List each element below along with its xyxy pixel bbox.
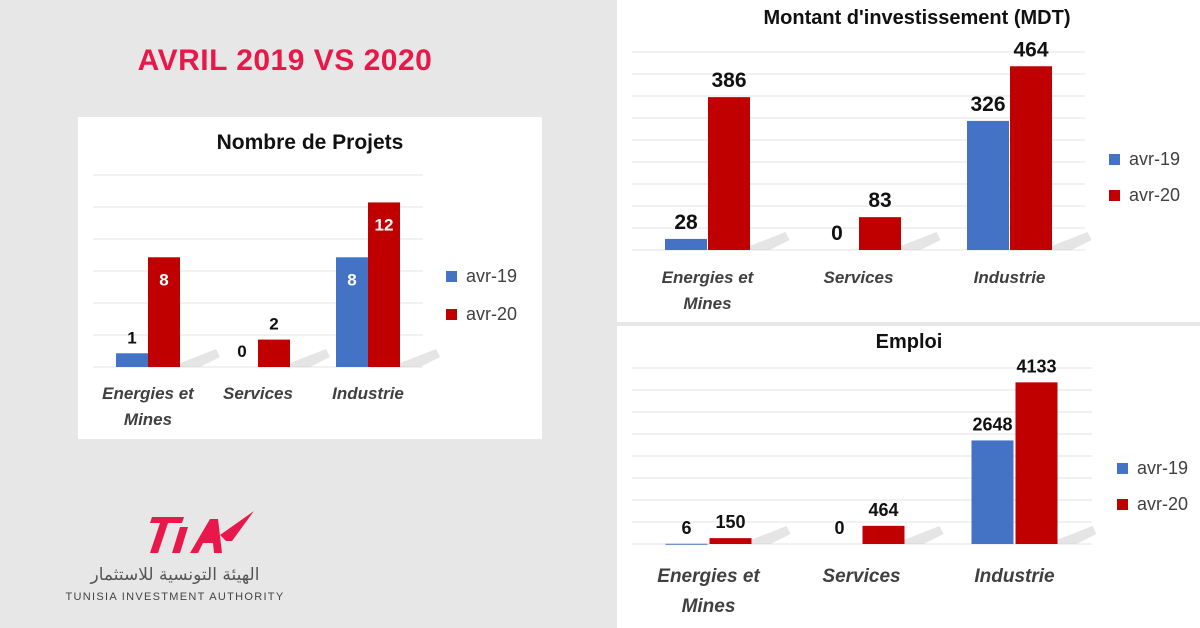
- category-label-line: Energies et: [102, 384, 195, 403]
- logo-arabic-name: الهيئة التونسية للاستثمار: [90, 565, 260, 585]
- chart-panel-investissement: Montant d'investissement (MDT) 28 386 Energ…: [617, 0, 1200, 322]
- bar-shadow: [1046, 526, 1097, 544]
- bar-shadow: [740, 526, 791, 544]
- chart-title: Nombre de Projets: [217, 131, 404, 154]
- data-label: 8: [159, 270, 168, 289]
- category-label: Services: [824, 268, 894, 287]
- legend-label: avr-19: [466, 266, 517, 286]
- bar-avr-19: [665, 238, 707, 250]
- data-label: 83: [868, 189, 891, 212]
- data-label: 150: [715, 512, 745, 532]
- chart-projets: Nombre de Projets 1 8 Energies et Mines 0 2 Ser…: [93, 131, 517, 429]
- page-title: AVRIL 2019 VS 2020: [137, 44, 433, 77]
- bar-shadow: [739, 232, 790, 250]
- legend-swatch-avr-19: [1109, 154, 1120, 165]
- chart-title: Montant d'investissement (MDT): [764, 7, 1071, 29]
- chart-panel-emploi: Emploi 6 150 Energies et Mines 0 464 Services 26…: [617, 326, 1200, 628]
- category-label: Industrie: [974, 268, 1046, 287]
- category-label: Services: [822, 566, 900, 587]
- legend-label: avr-20: [1137, 494, 1188, 514]
- data-label: 8: [347, 270, 356, 289]
- data-label: 12: [375, 215, 394, 234]
- data-label: 0: [237, 342, 246, 361]
- data-label: 326: [970, 93, 1005, 116]
- bar-avr-19: [971, 440, 1014, 544]
- data-label: 2648: [972, 414, 1012, 434]
- legend-label: avr-19: [1137, 458, 1188, 478]
- bar-avr-20: [1015, 382, 1058, 544]
- legend-label: avr-20: [466, 304, 517, 324]
- chart-investissement: Montant d'investissement (MDT) 28 386 Energ…: [632, 7, 1180, 313]
- legend-swatch-avr-19: [1117, 463, 1128, 474]
- logo-english-name: TUNISIA INVESTMENT AUTHORITY: [65, 591, 285, 603]
- bar-avr-20: [1010, 66, 1052, 250]
- legend-swatch-avr-20: [446, 309, 457, 320]
- category-label-line: Energies et: [657, 566, 760, 587]
- category-label-line: Energies et: [662, 268, 755, 287]
- bar-avr-19: [967, 120, 1009, 251]
- bar-avr-20: [862, 525, 905, 544]
- legend-swatch-avr-19: [446, 271, 457, 282]
- tia-logo-mark: [150, 511, 254, 553]
- bar-avr-19: [665, 543, 708, 545]
- category-label: Energies et Mines: [657, 566, 760, 617]
- legend-label: avr-19: [1129, 149, 1180, 169]
- bar-avr-20: [148, 257, 180, 367]
- category-label: Services: [223, 384, 293, 403]
- bar-shadow: [390, 349, 440, 367]
- legend-label: avr-20: [1129, 185, 1180, 205]
- bar-avr-19: [336, 257, 368, 367]
- data-label: 386: [711, 69, 746, 92]
- bar-avr-20: [708, 97, 750, 250]
- bar-shadow: [1041, 232, 1092, 250]
- legend-swatch-avr-20: [1117, 499, 1128, 510]
- data-label: 6: [681, 518, 691, 538]
- data-label: 4133: [1016, 356, 1056, 376]
- category-label-line: Mines: [124, 410, 172, 429]
- category-label-line: Mines: [683, 294, 731, 313]
- bar-shadow: [890, 232, 941, 250]
- legend-swatch-avr-20: [1109, 190, 1120, 201]
- bar-avr-20: [368, 202, 400, 367]
- data-label: 0: [831, 222, 843, 245]
- data-label: 2: [269, 315, 278, 334]
- category-label: Energies et Mines: [662, 268, 755, 313]
- data-label: 28: [674, 211, 698, 234]
- category-label: Industrie: [332, 384, 404, 403]
- data-label: 464: [1013, 38, 1048, 61]
- bar-avr-19: [116, 353, 148, 367]
- bar-shadow: [893, 526, 944, 544]
- bar-avr-20: [859, 217, 901, 250]
- chart-title: Emploi: [876, 331, 943, 353]
- category-label: Energies et Mines: [102, 384, 195, 429]
- chart-emploi: Emploi 6 150 Energies et Mines 0 464 Services 26…: [632, 331, 1188, 617]
- category-label-line: Mines: [682, 596, 736, 617]
- data-label: 1: [127, 328, 136, 347]
- bar-shadow: [170, 349, 220, 367]
- bar-avr-20: [709, 538, 752, 544]
- chart-panel-projets: Nombre de Projets 1 8 Energies et Mines 0 2 Ser…: [78, 117, 542, 439]
- bar-avr-20: [258, 339, 290, 367]
- tia-logo: الهيئة التونسية للاستثمار TUNISIA INVEST…: [60, 505, 300, 615]
- data-label: 0: [834, 518, 844, 538]
- category-label: Industrie: [974, 566, 1055, 587]
- data-label: 464: [868, 500, 898, 520]
- bar-shadow: [280, 349, 330, 367]
